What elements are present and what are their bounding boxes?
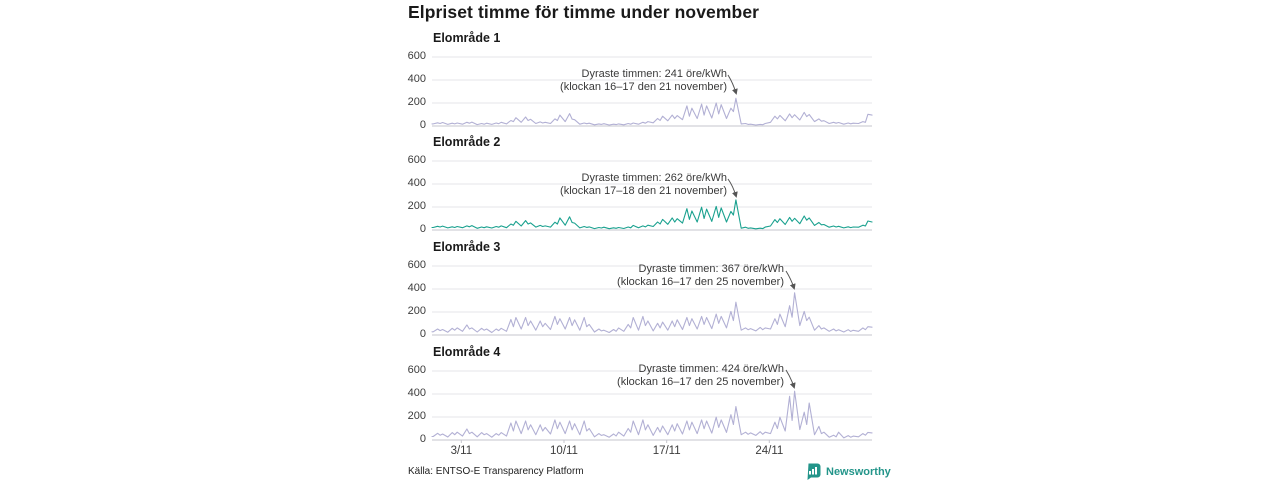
annotation-text-line2: (klockan 16–17 den 25 november) [617,375,784,388]
subchart-title-elomrade-2: Elområde 2 [433,135,501,149]
x-tick-label: 10/11 [550,445,578,457]
source-caption: Källa: ENTSO-E Transparency Platform [408,466,584,477]
x-tick-label: 24/11 [755,445,784,457]
annotation-arrow-icon [727,74,738,95]
line-plot-elomrade-4 [431,370,873,443]
annotation-text-line1: Dyraste timmen: 367 öre/kWh [638,263,785,275]
y-tick-label: 600 [407,259,426,271]
annotation-elomrade-1: Dyraste timmen: 241 öre/kWh (klockan 16–… [560,68,727,93]
annotation-text-line2: (klockan 16–17 den 25 november) [617,275,784,288]
y-tick-label: 0 [419,328,426,340]
y-tick-label: 400 [407,282,426,294]
y-tick-label: 400 [407,387,426,399]
y-tick-label: 200 [407,200,426,212]
subchart-title-elomrade-3: Elområde 3 [433,240,501,254]
subchart-title-elomrade-4: Elområde 4 [433,345,501,359]
y-tick-label: 200 [407,410,426,422]
x-tick-label: 3/11 [450,445,473,457]
annotation-elomrade-2: Dyraste timmen: 262 öre/kWh (klockan 17–… [560,172,727,197]
newsworthy-brand-name: Newsworthy [826,465,891,478]
annotation-arrow-icon [785,270,796,290]
annotation-arrow-icon [785,369,796,389]
annotation-text-line1: Dyraste timmen: 262 öre/kWh [581,172,728,184]
y-tick-label: 200 [407,305,426,317]
annotation-elomrade-4: Dyraste timmen: 424 öre/kWh (klockan 16–… [617,363,784,388]
y-tick-label: 400 [407,73,426,85]
y-tick-label: 400 [407,177,426,189]
y-tick-label: 0 [419,433,426,445]
y-tick-label: 0 [419,119,426,131]
annotation-text-line1: Dyraste timmen: 424 öre/kWh [638,363,785,375]
y-tick-label: 600 [407,154,426,166]
subchart-title-elomrade-1: Elområde 1 [433,31,501,45]
annotation-arrow-icon [727,178,738,198]
chart-title: Elpriset timme för timme under november [408,2,760,22]
annotation-text-line2: (klockan 16–17 den 21 november) [560,80,727,93]
newsworthy-brand: Newsworthy [805,463,891,480]
y-tick-label: 200 [407,96,426,108]
annotation-elomrade-3: Dyraste timmen: 367 öre/kWh (klockan 16–… [617,263,784,288]
annotation-text-line2: (klockan 17–18 den 21 november) [560,184,727,197]
line-plot-elomrade-3 [431,265,873,336]
line-plot-elomrade-2 [431,160,873,231]
annotation-text-line1: Dyraste timmen: 241 öre/kWh [581,68,728,80]
y-tick-label: 0 [419,223,426,235]
line-plot-elomrade-1 [431,56,873,127]
newsworthy-logo-icon [807,463,821,480]
x-tick-label: 17/11 [652,445,681,457]
y-tick-label: 600 [407,50,426,62]
y-tick-label: 600 [407,364,426,376]
